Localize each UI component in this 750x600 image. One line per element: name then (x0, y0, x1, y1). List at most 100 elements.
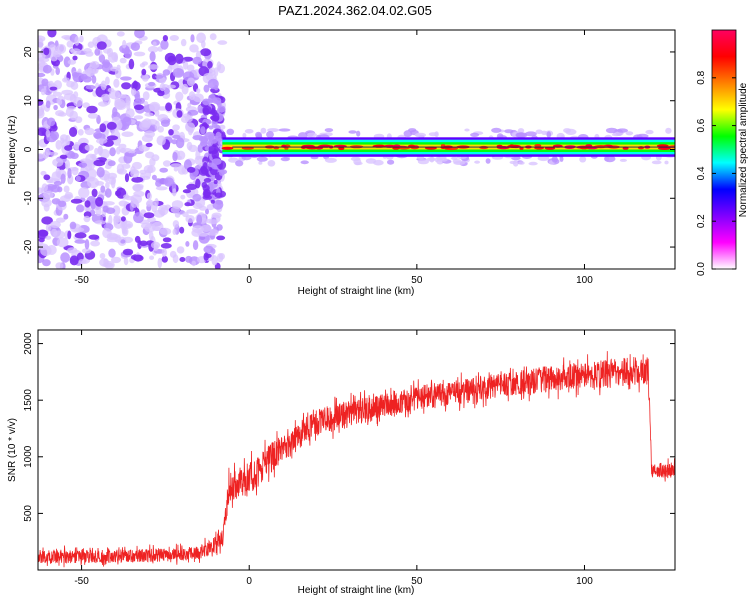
noise-blob (123, 153, 133, 164)
noise-blob (43, 190, 54, 199)
snr-x-tick-label: -50 (74, 576, 89, 587)
noise-blob (114, 236, 122, 243)
noise-blob (121, 163, 131, 169)
band-halo-blob (258, 161, 263, 165)
noise-blob (74, 239, 86, 244)
spectrogram-x-label: Height of straight line (km) (298, 286, 415, 297)
noise-blob (113, 78, 120, 88)
noise-blob (119, 147, 126, 153)
noise-blob (181, 83, 189, 95)
noise-blob (72, 55, 78, 61)
noise-blob (87, 113, 99, 119)
noise-blob (94, 220, 107, 225)
noise-blob (63, 185, 70, 193)
noise-blob (196, 214, 203, 225)
band-halo-blob (512, 160, 519, 167)
band-halo-blob (365, 158, 377, 164)
noise-blob (145, 200, 153, 207)
noise-blob (144, 112, 154, 117)
noise-blob (148, 101, 161, 112)
band-halo-blob (645, 129, 654, 135)
band-halo-blob (324, 128, 334, 133)
noise-blob (70, 81, 79, 90)
band-halo-blob (604, 155, 616, 163)
noise-blob (202, 105, 212, 115)
spectrogram-x-tick-label: 0 (246, 275, 252, 286)
noise-blob (108, 176, 117, 185)
noise-blob (46, 117, 56, 127)
band-halo-blob (464, 128, 470, 132)
noise-blob (151, 73, 158, 80)
colorbar: 0.0 0.2 0.4 0.6 0.8 Normalized spectral ampl… (696, 29, 749, 276)
noise-blob (73, 91, 79, 99)
band-hotspot (496, 146, 510, 150)
noise-blob (192, 193, 202, 202)
snr-y-tick-label: 1000 (23, 445, 34, 468)
noise-blob (161, 255, 168, 263)
band-halo-blob (298, 132, 308, 139)
noise-blob (120, 216, 126, 222)
snr-series-line (37, 351, 676, 568)
noise-blob (96, 41, 107, 50)
noise-blob (190, 34, 195, 43)
noise-blob (151, 154, 160, 162)
noise-blob (180, 194, 186, 200)
noise-blob (38, 52, 46, 62)
snr-x-label: Height of straight line (km) (298, 585, 415, 596)
noise-blob (60, 252, 70, 263)
colorbar-tick-label: 0.2 (696, 214, 707, 228)
noise-blob (174, 212, 181, 218)
noise-blob (196, 88, 201, 94)
band-halo-blob (415, 133, 421, 137)
noise-blob (169, 35, 179, 41)
noise-blob (116, 168, 127, 175)
noise-blob (50, 56, 58, 62)
noise-blob (83, 48, 92, 54)
noise-blob (159, 167, 168, 173)
noise-blob (90, 201, 96, 210)
noise-blob (53, 180, 63, 186)
noise-blob (101, 93, 111, 101)
band-halo-blob (256, 156, 268, 162)
noise-blob (159, 227, 172, 235)
noise-blob (111, 52, 118, 61)
noise-blob (139, 120, 151, 131)
snr-y-tick-label: 1500 (23, 389, 34, 412)
band-halo-blob (300, 160, 309, 165)
band-halo-blob (485, 158, 491, 164)
band-halo-blob (665, 127, 672, 134)
noise-blob (160, 39, 169, 50)
band-halo-blob (408, 128, 417, 133)
noise-blob (176, 110, 183, 118)
noise-blob (98, 54, 106, 63)
noise-blob (167, 84, 176, 89)
band-halo-blob (267, 160, 276, 167)
noise-blob (210, 115, 220, 122)
noise-blob (209, 33, 217, 41)
noise-blob (93, 131, 103, 139)
noise-blob (55, 217, 66, 223)
noise-blob (40, 170, 47, 176)
noise-blob (104, 188, 112, 198)
colorbar-tick-label: 0.8 (696, 70, 707, 84)
noise-blob (100, 185, 106, 193)
spectrogram-x-tick-label: -50 (74, 275, 89, 286)
noise-blob (95, 197, 104, 207)
band-hotspot (593, 145, 608, 149)
noise-blob (96, 167, 105, 178)
band-hotspot (658, 146, 671, 150)
noise-blob (128, 58, 135, 70)
noise-blob (131, 176, 144, 183)
noise-blob (41, 198, 52, 208)
band-halo-blob (664, 160, 669, 165)
colorbar-ticks: 0.0 0.2 0.4 0.6 0.8 (696, 70, 736, 276)
band-halo-blob (228, 157, 239, 163)
noise-blob (130, 198, 139, 208)
band-halo-blob (619, 158, 628, 162)
noise-blob (100, 80, 107, 91)
noise-blob (142, 91, 150, 101)
noise-blob (114, 98, 126, 110)
band-hotspot (585, 144, 593, 148)
